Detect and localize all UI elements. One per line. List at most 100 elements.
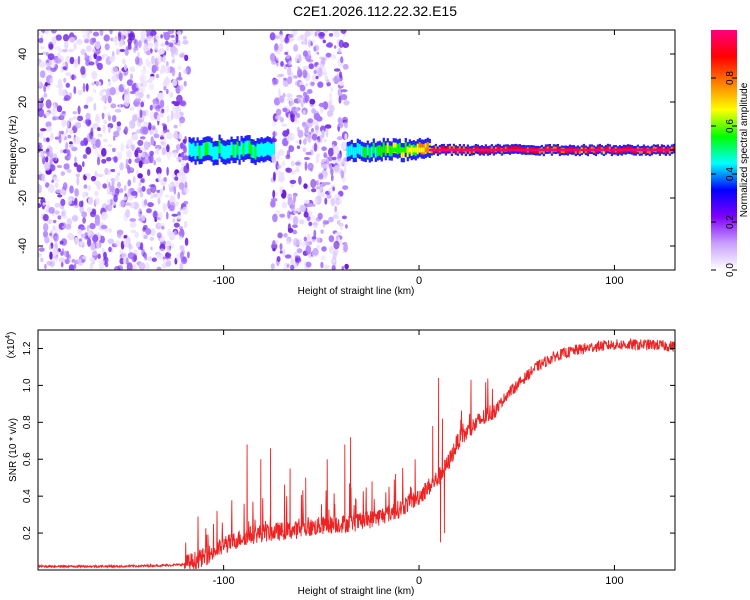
heatmap-band-core xyxy=(666,148,669,152)
heatmap-noise-cell xyxy=(304,199,310,204)
heatmap-noise-cell xyxy=(109,185,115,193)
heatmap-band-core xyxy=(398,147,401,153)
heatmap-band-core xyxy=(616,148,619,152)
heatmap-band-core xyxy=(636,148,639,152)
heatmap-noise-cell xyxy=(316,244,320,249)
heatmap-noise-cell xyxy=(76,115,84,122)
heatmap-band-inner xyxy=(222,145,225,159)
heatmap-noise-cell xyxy=(148,61,152,69)
heatmap-noise-cell xyxy=(173,124,178,129)
heatmap-band-core xyxy=(614,148,617,152)
heatmap-noise-cell xyxy=(47,53,55,61)
heatmap-noise-cell xyxy=(122,83,126,88)
heatmap-noise-cell xyxy=(305,261,312,268)
heatmap-noise-cell xyxy=(169,92,174,98)
heatmap-noise-cell xyxy=(133,38,137,44)
heatmap-noise-cell xyxy=(86,207,93,213)
heatmap-noise-cell xyxy=(77,261,84,266)
heatmap-noise-cell xyxy=(169,231,176,241)
heatmap-band-inner xyxy=(190,143,193,157)
heatmap-noise-cell xyxy=(288,145,295,153)
heatmap-noise-cell xyxy=(325,52,332,58)
heatmap-noise-cell xyxy=(149,236,155,241)
snr-x-label: Height of straight line (km) xyxy=(298,586,415,597)
heatmap-noise-cell xyxy=(277,232,283,239)
heatmap-noise-cell xyxy=(156,189,161,193)
heatmap-noise-cell xyxy=(107,81,112,87)
heatmap-band-inner xyxy=(610,148,613,154)
heatmap-band-inner xyxy=(380,146,383,158)
heatmap-noise-cell xyxy=(138,182,142,187)
heatmap-noise-cell xyxy=(95,241,101,249)
heatmap-noise-cell xyxy=(51,256,59,263)
heatmap-band-inner xyxy=(260,142,263,156)
heatmap-noise-cell xyxy=(80,226,86,231)
heatmap-noise-cell xyxy=(75,173,81,178)
heatmap-noise-cell xyxy=(159,136,165,140)
heatmap-noise-cell xyxy=(279,250,283,254)
heatmap-noise-cell xyxy=(68,48,75,53)
heatmap-noise-cell xyxy=(296,248,303,254)
heatmap-noise-cell xyxy=(139,242,144,251)
svg-text:(x104): (x104) xyxy=(5,332,17,359)
heatmap-noise-cell xyxy=(316,51,320,55)
heatmap-noise-cell xyxy=(163,31,171,41)
heatmap-noise-cell xyxy=(53,235,58,241)
heatmap-noise-cell xyxy=(91,251,98,256)
heatmap-noise-cell xyxy=(166,104,169,113)
heatmap-noise-cell xyxy=(67,232,74,239)
heatmap-noise-cell xyxy=(160,34,163,39)
heatmap-noise-cell xyxy=(137,40,142,48)
heatmap-band-inner xyxy=(368,147,371,159)
heatmap-noise-cell xyxy=(140,69,147,75)
heatmap-noise-cell xyxy=(119,188,124,193)
heatmap-band-inner xyxy=(598,146,601,152)
heatmap-noise-cell xyxy=(47,69,53,74)
heatmap-noise-cell xyxy=(321,192,325,198)
heatmap-noise-cell xyxy=(42,202,46,206)
heatmap-noise-cell xyxy=(156,232,162,239)
heatmap-noise-cell xyxy=(153,160,156,166)
heatmap-noise-cell xyxy=(111,74,118,83)
heatmap-noise-cell xyxy=(151,64,157,74)
heatmap-noise-cell xyxy=(293,238,300,247)
heatmap-noise-cell xyxy=(39,46,45,50)
x-tick-label: -100 xyxy=(213,575,235,587)
heatmap-noise-cell xyxy=(115,174,120,183)
heatmap-noise-cell xyxy=(343,100,350,106)
heatmap-noise-cell xyxy=(116,125,121,132)
heatmap-noise-cell xyxy=(65,224,72,230)
heatmap-noise-cell xyxy=(38,170,43,175)
heatmap-noise-cell xyxy=(299,204,306,213)
heatmap-noise-cell xyxy=(154,41,159,51)
heatmap-noise-cell xyxy=(270,200,276,208)
y-tick-label: 1.2 xyxy=(22,341,33,355)
heatmap-noise-cell xyxy=(306,89,313,94)
heatmap-noise-cell xyxy=(156,114,160,122)
heatmap-noise-cell xyxy=(100,235,105,244)
heatmap-noise-cell xyxy=(52,219,57,224)
heatmap-band-inner xyxy=(192,142,195,156)
heatmap-band-inner xyxy=(374,147,377,158)
heatmap-noise-cell xyxy=(59,240,64,245)
heatmap-noise-cell xyxy=(69,129,74,134)
heatmap-noise-cell xyxy=(278,43,284,52)
heatmap-noise-cell xyxy=(286,93,293,98)
heatmap-noise-cell xyxy=(81,30,88,34)
heatmap-noise-cell xyxy=(83,104,89,109)
heatmap-noise-cell xyxy=(291,170,296,175)
heatmap-band-core xyxy=(570,148,573,152)
heatmap-band-core xyxy=(526,148,529,152)
heatmap-noise-cell xyxy=(155,65,159,72)
heatmap-noise-cell xyxy=(109,30,113,35)
heatmap-noise-cell xyxy=(269,32,276,41)
heatmap-noise-cell xyxy=(286,54,290,60)
heatmap-noise-cell xyxy=(104,43,110,51)
heatmap-noise-cell xyxy=(104,167,109,176)
heatmap-noise-cell xyxy=(332,30,338,35)
heatmap-noise-cell xyxy=(283,77,287,81)
heatmap-band-inner xyxy=(558,148,561,154)
spectrogram-y-axis: -40 -20 0 20 40 xyxy=(17,48,675,254)
heatmap-noise-cell xyxy=(312,203,316,207)
heatmap-noise-cell xyxy=(172,218,176,223)
